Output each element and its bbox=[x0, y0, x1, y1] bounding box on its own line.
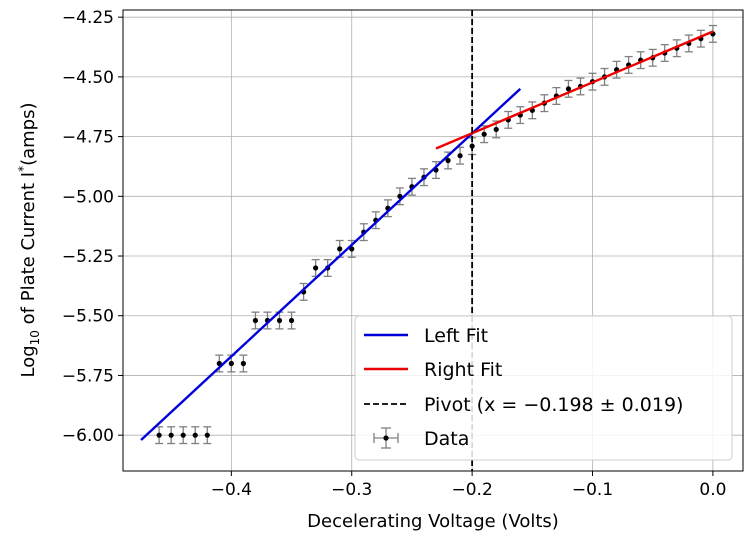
y-axis: −6.00 −5.75 −5.50 −5.25 −5.00 −4.75 −4.50 −4.25 bbox=[62, 8, 123, 446]
legend-label-right-fit: Right Fit bbox=[424, 359, 502, 381]
legend: Left Fit Right Fit Pivot (x = −0.198 ± 0… bbox=[354, 315, 733, 461]
fit-line-right-fit bbox=[435, 30, 714, 150]
data-point bbox=[337, 246, 343, 252]
data-point bbox=[228, 360, 234, 367]
data-point bbox=[457, 153, 463, 159]
data-point bbox=[565, 86, 572, 92]
x-axis: −0.4 −0.3 −0.2 −0.1 0.0 bbox=[211, 471, 726, 500]
x-tick-label: 0.0 bbox=[699, 480, 726, 500]
fit-line-left-fit bbox=[140, 87, 522, 441]
y-tick-label: −4.50 bbox=[62, 68, 114, 88]
y-axis-label-part: of Plate Current I bbox=[18, 172, 39, 330]
data-point bbox=[156, 432, 162, 438]
data-point bbox=[445, 157, 451, 164]
y-tick-label: −4.25 bbox=[62, 8, 114, 28]
data-point bbox=[252, 317, 259, 324]
data-point bbox=[276, 317, 283, 324]
x-tick-label: −0.3 bbox=[331, 480, 372, 500]
data-point bbox=[180, 432, 186, 438]
legend-label-left-fit: Left Fit bbox=[424, 325, 488, 347]
series-layer bbox=[140, 10, 717, 471]
data-point bbox=[240, 360, 246, 367]
data-point bbox=[288, 317, 295, 324]
y-tick-label: −5.00 bbox=[62, 187, 114, 207]
y-tick-label: −6.00 bbox=[62, 426, 114, 446]
data-point bbox=[481, 131, 487, 137]
data-point bbox=[313, 265, 319, 271]
data-point bbox=[204, 432, 210, 438]
plot-frame bbox=[122, 9, 744, 472]
x-axis-label: Decelerating Voltage (Volts) bbox=[307, 511, 559, 532]
y-tick-label: −5.25 bbox=[62, 247, 114, 267]
y-tick-label: −5.50 bbox=[62, 307, 114, 327]
data-point bbox=[493, 126, 499, 133]
x-tick-label: −0.4 bbox=[211, 480, 252, 500]
y-tick-label: −5.75 bbox=[62, 366, 114, 386]
legend-label-data: Data bbox=[424, 428, 469, 450]
data-point bbox=[168, 432, 174, 438]
legend-box bbox=[354, 315, 733, 461]
y-axis-label-part: Log bbox=[18, 345, 39, 377]
legend-swatch-data bbox=[373, 427, 399, 449]
legend-label-pivot: Pivot (x = −0.198 ± 0.019) bbox=[424, 394, 683, 416]
data-point bbox=[192, 432, 198, 438]
x-tick-label: −0.1 bbox=[572, 480, 613, 500]
y-axis-label: Log10 of Plate Current I*(amps) bbox=[16, 102, 42, 377]
y-axis-label-superscript: * bbox=[16, 166, 30, 172]
y-tick-label: −4.75 bbox=[62, 128, 114, 148]
y-axis-label-part: (amps) bbox=[18, 102, 39, 165]
x-tick-label: −0.2 bbox=[451, 480, 492, 500]
y-axis-label-subscript: 10 bbox=[28, 330, 42, 345]
